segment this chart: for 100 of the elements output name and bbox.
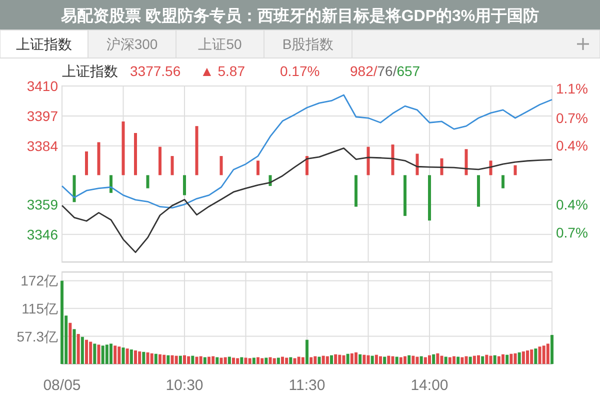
bar xyxy=(281,356,284,364)
bar xyxy=(510,354,513,364)
y-tick-label: 3359 xyxy=(26,196,58,213)
bar xyxy=(330,355,333,364)
bar xyxy=(276,358,280,364)
bar xyxy=(72,175,76,202)
bar xyxy=(150,353,154,364)
bar xyxy=(60,280,64,364)
bar xyxy=(183,355,186,364)
bar xyxy=(416,154,419,176)
bar xyxy=(224,357,227,364)
bar xyxy=(379,356,382,364)
bar xyxy=(522,351,525,364)
bar xyxy=(264,358,268,364)
bar xyxy=(432,354,436,364)
text: 0.17% xyxy=(280,63,320,79)
x-tick-label: 08/05 xyxy=(43,377,81,394)
bar xyxy=(338,354,342,364)
bar xyxy=(240,357,244,364)
bar xyxy=(272,358,276,364)
bar xyxy=(477,175,480,207)
bar xyxy=(256,357,260,364)
bar xyxy=(212,356,215,364)
bar xyxy=(297,356,300,364)
bar xyxy=(456,356,460,364)
bar xyxy=(514,165,517,176)
bar xyxy=(216,357,219,364)
bar xyxy=(248,358,252,364)
bar xyxy=(158,146,162,176)
bar xyxy=(146,175,150,188)
bar xyxy=(428,175,431,221)
bar xyxy=(68,322,72,364)
x-tick-label: 11:30 xyxy=(288,377,326,394)
bar xyxy=(485,354,488,364)
bar xyxy=(334,354,338,364)
bar xyxy=(481,356,484,364)
bar xyxy=(464,149,468,176)
bar xyxy=(89,342,92,364)
bar xyxy=(80,336,84,364)
bar xyxy=(546,344,550,364)
bar xyxy=(314,356,317,364)
tab-bar: 上证指数 沪深300 上证50 B股指数 xyxy=(0,30,600,58)
bar xyxy=(514,353,517,364)
text: ▲ 5.87 xyxy=(200,63,246,79)
bar xyxy=(110,344,112,364)
bar xyxy=(110,175,112,193)
bar xyxy=(126,348,129,364)
bar xyxy=(404,356,406,364)
bar xyxy=(236,358,240,364)
bar xyxy=(146,352,150,364)
bar xyxy=(538,346,542,364)
bar xyxy=(310,357,313,364)
bar xyxy=(228,356,231,364)
title-band: 易配资股票 欧盟防务专员：西班牙的新目标是将GDP的3%用于国防 xyxy=(0,0,600,30)
bar xyxy=(404,175,406,216)
bar xyxy=(232,358,235,364)
bar xyxy=(502,175,504,188)
bar xyxy=(526,350,529,364)
bar xyxy=(428,355,431,364)
bar xyxy=(468,356,472,364)
bar xyxy=(187,356,190,364)
bar xyxy=(399,357,402,364)
y-tick-label: 3410 xyxy=(26,78,58,94)
bar xyxy=(416,356,419,364)
bar xyxy=(256,160,260,176)
bar xyxy=(506,354,509,364)
bar xyxy=(191,356,194,364)
bar xyxy=(285,358,288,364)
bar xyxy=(130,349,133,364)
x-tick-label: 14:00 xyxy=(410,377,448,394)
line-series xyxy=(61,148,553,254)
bar xyxy=(354,175,358,207)
bar xyxy=(268,357,272,364)
bar xyxy=(530,349,534,364)
bar xyxy=(497,356,500,364)
line-series xyxy=(61,94,553,209)
bar xyxy=(350,353,354,364)
bar xyxy=(424,357,427,364)
bar xyxy=(346,354,350,364)
bar xyxy=(166,355,170,364)
bar xyxy=(118,346,121,364)
bar xyxy=(464,356,468,364)
bar xyxy=(105,344,108,364)
bar xyxy=(358,354,362,364)
bar xyxy=(158,354,162,364)
bar xyxy=(383,356,386,364)
chart-title: 易配资股票 欧盟防务专员：西班牙的新目标是将GDP的3%用于国防 xyxy=(60,7,540,25)
bar xyxy=(199,356,202,364)
y-tick-label: 172亿 xyxy=(20,272,58,289)
bar xyxy=(326,356,329,364)
bar xyxy=(97,142,100,176)
bar xyxy=(72,329,76,364)
x-tick-label: 10:30 xyxy=(166,377,204,394)
y-tick-label: 3397 xyxy=(26,108,58,124)
bar xyxy=(518,352,521,364)
bar xyxy=(244,358,248,364)
bar xyxy=(178,356,182,364)
bar xyxy=(452,356,456,364)
bar xyxy=(203,357,206,364)
bar xyxy=(174,356,178,364)
